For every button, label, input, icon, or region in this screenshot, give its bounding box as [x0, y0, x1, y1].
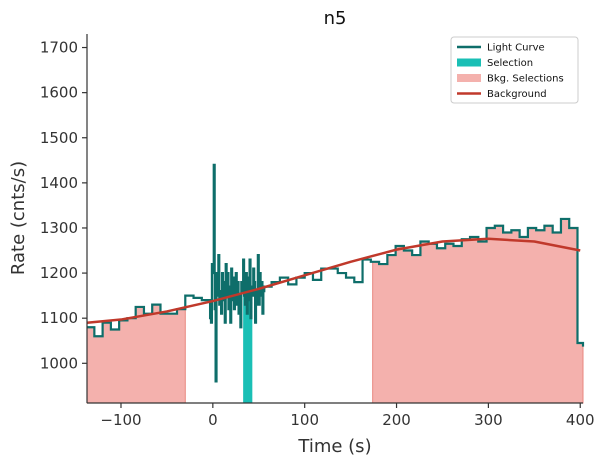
y-tick-label: 1700: [40, 39, 78, 57]
legend-patch-swatch: [457, 58, 481, 67]
x-tick-label: −100: [100, 411, 141, 429]
legend-patch-swatch: [457, 74, 481, 82]
y-tick-label: 1500: [40, 129, 78, 147]
background-layer: [86, 237, 581, 324]
legend-box: [450, 36, 579, 104]
bkg-selection-region: [86, 304, 186, 404]
x-tick-label: 0: [208, 411, 218, 429]
background-curve: [86, 237, 581, 324]
legend-label: Background: [487, 89, 547, 100]
y-tick-label: 1600: [40, 84, 78, 102]
axes: −100 0 100 200 300 400 1000 1100 1200 1300 1400 150…: [40, 34, 595, 429]
legend-label: Selection: [487, 58, 533, 69]
x-axis-label: Time (s): [297, 436, 371, 457]
x-tick-label: 200: [382, 411, 411, 429]
y-tick-label: 1100: [40, 309, 78, 327]
x-tick-label: 400: [566, 411, 595, 429]
y-tick-label: 1200: [40, 264, 78, 282]
legend: Light Curve Selection Bkg. Selections Backg…: [450, 36, 579, 104]
chart-title: n5: [324, 8, 347, 29]
bkg-selection-layer: [86, 218, 584, 404]
y-tick-label: 1400: [40, 174, 78, 192]
legend-label: Light Curve: [487, 43, 545, 54]
y-axis-label: Rate (cnts/s): [8, 161, 29, 275]
y-tick-label: 1000: [40, 354, 78, 372]
y-tick-label: 1300: [40, 219, 78, 237]
x-tick-label: 300: [474, 411, 503, 429]
x-tick-label: 100: [290, 411, 319, 429]
legend-label: Bkg. Selections: [487, 74, 564, 85]
